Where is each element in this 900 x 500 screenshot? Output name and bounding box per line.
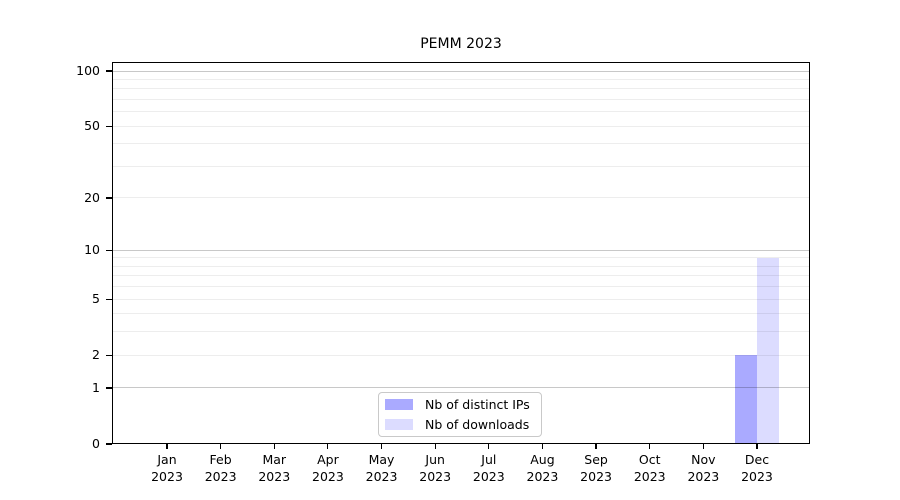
x-tick-label: Dec 2023 [741, 452, 773, 484]
x-tick-label: Oct 2023 [633, 452, 666, 484]
y-tick-mark [106, 249, 112, 251]
x-tick-label: Jan 2023 [151, 452, 183, 484]
y-tick-label: 1 [92, 379, 100, 395]
x-tick-mark [220, 444, 222, 449]
y-tick-mark [106, 387, 112, 389]
y-tick-label: 50 [84, 118, 100, 134]
x-tick-mark [488, 444, 490, 449]
x-tick-label: Mar 2023 [258, 452, 291, 484]
x-tick-mark [327, 444, 329, 449]
legend-swatch-downloads [385, 419, 413, 430]
x-tick-mark [595, 444, 597, 449]
y-tick-label: 0 [92, 436, 100, 451]
gridline-minor [112, 265, 810, 267]
x-tick-mark [756, 444, 758, 449]
gridline-minor [112, 88, 810, 90]
gridline-minor [112, 111, 810, 113]
gridline-major [112, 70, 810, 72]
gridline-minor [112, 257, 810, 259]
legend-label-distinct-ips: Nb of distinct IPs [425, 397, 530, 412]
chart-title: PEMM 2023 [420, 36, 502, 52]
x-tick-label: Nov 2023 [687, 452, 720, 484]
legend-label-downloads: Nb of downloads [425, 417, 530, 432]
legend: Nb of distinct IPs Nb of downloads [378, 392, 542, 437]
x-tick-mark [649, 444, 651, 449]
gridline-minor [112, 331, 810, 333]
y-tick-label: 5 [92, 291, 100, 307]
x-tick-mark [541, 444, 544, 449]
x-tick-label: Jun 2023 [419, 452, 452, 484]
legend-item-distinct-ips: Nb of distinct IPs [385, 396, 541, 413]
gridline-minor [112, 286, 810, 288]
y-tick-mark [106, 298, 112, 300]
y-tick-mark [106, 70, 112, 72]
x-tick-label: Jul 2023 [472, 452, 505, 484]
y-tick-mark [106, 125, 112, 127]
y-tick-label: 100 [76, 62, 100, 78]
x-tick-mark [273, 444, 275, 449]
gridline-minor [112, 313, 810, 315]
x-tick-mark [702, 444, 704, 449]
y-tick-mark [106, 197, 112, 199]
x-tick-label: Apr 2023 [312, 452, 344, 484]
legend-item-downloads: Nb of downloads [385, 416, 541, 433]
y-tick-mark [106, 354, 112, 356]
gridline-minor [112, 298, 810, 300]
y-tick-mark [106, 443, 112, 445]
legend-swatch-distinct-ips [385, 399, 413, 410]
y-tick-label: 2 [92, 347, 100, 363]
x-tick-label: May 2023 [365, 452, 398, 484]
x-tick-mark [434, 444, 436, 449]
gridline-minor [112, 143, 810, 145]
gridline-minor [112, 165, 810, 167]
gridline-major [112, 387, 810, 389]
gridline-minor [112, 125, 810, 127]
gridline-minor [112, 98, 810, 100]
bar-distinct-ips [734, 355, 757, 444]
x-tick-label: Aug 2023 [526, 452, 559, 484]
y-tick-label: 10 [84, 242, 100, 258]
x-tick-mark [380, 444, 383, 449]
gridline-minor [112, 197, 810, 199]
gridline-minor [112, 354, 810, 356]
gridline-minor [112, 275, 810, 277]
bar-downloads [756, 257, 779, 444]
gridline-major [112, 249, 810, 251]
plot-area [112, 62, 810, 444]
x-tick-label: Feb 2023 [204, 452, 237, 484]
y-tick-label: 20 [84, 189, 100, 205]
x-tick-label: Sep 2023 [580, 452, 612, 484]
x-tick-mark [166, 444, 168, 449]
gridline-minor [112, 78, 810, 80]
